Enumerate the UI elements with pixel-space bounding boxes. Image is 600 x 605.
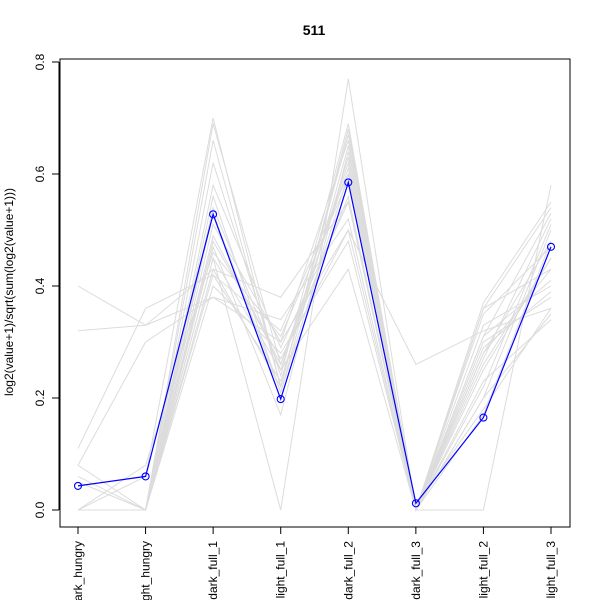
highlight-point-light_full_2	[479, 413, 488, 422]
background-series-line-18	[78, 201, 552, 512]
x-tick-label-light_full_1: light_full_1	[274, 541, 288, 599]
highlight-series-line	[77, 180, 552, 505]
highlight-point-light_full_3	[546, 242, 556, 251]
x-tick-label-dark_full_3: dark_full_3	[409, 541, 423, 600]
highlight-point-dark_full_3	[411, 499, 420, 508]
background-series-line-17	[78, 183, 552, 512]
x-tick-label-dark_hungry: dark_hungry	[71, 541, 85, 600]
x-tick-label-light_full_3: light_full_3	[544, 541, 558, 599]
y-tick-label-1: 0.2	[33, 389, 47, 406]
background-series-line-8	[78, 123, 552, 512]
highlight-point-dark_full_1	[209, 210, 218, 219]
y-axis-label: log2(value+1)/sqrt(sum(log2(value+1)))	[2, 188, 16, 396]
y-tick-label-3: 0.6	[33, 165, 47, 182]
plot-frame	[59, 58, 571, 528]
background-series-line-16	[78, 212, 552, 512]
background-series-line-12	[78, 228, 552, 512]
highlight-point-light_hungry	[141, 472, 150, 481]
background-series-line-21	[78, 123, 552, 512]
highlight-point-dark_full_2	[344, 178, 353, 187]
background-series-line-20	[77, 177, 552, 512]
chart-title: 511	[303, 22, 326, 38]
x-tick-label-dark_full_2: dark_full_2	[341, 541, 355, 600]
highlight-point-light_full_1	[276, 395, 285, 404]
highlight-point-dark_hungry	[73, 481, 83, 490]
y-tick-label-2: 0.4	[33, 277, 47, 294]
x-tick-label-dark_full_1: dark_full_1	[206, 541, 220, 600]
highlight-series-group	[73, 178, 556, 508]
background-series-group	[77, 78, 552, 512]
x-tick-label-light_hungry: light_hungry	[139, 541, 153, 600]
background-series-line-22	[78, 134, 552, 512]
y-tick-label-0: 0.0	[33, 501, 47, 518]
x-tick-label-light_full_2: light_full_2	[476, 541, 490, 599]
y-tick-label-4: 0.8	[33, 53, 47, 70]
background-series-line-19	[77, 140, 552, 512]
